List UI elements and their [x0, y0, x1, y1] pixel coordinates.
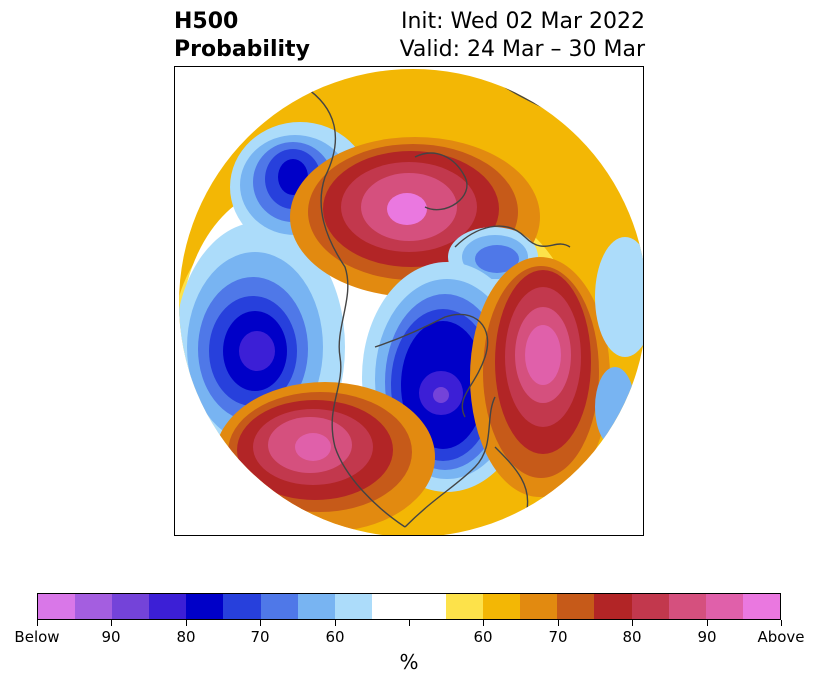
colorbar-segment	[483, 594, 521, 619]
colorbar-tick-label: 80	[622, 628, 642, 646]
colorbar-tick	[558, 620, 559, 626]
colorbar-tick-label: 70	[250, 628, 270, 646]
title-variable: H500	[174, 9, 239, 34]
colorbar-tick	[37, 620, 38, 626]
colorbar-segment	[705, 594, 743, 619]
colorbar-segment	[112, 594, 150, 619]
title-left: H500 Probability	[174, 8, 310, 64]
colorbar-tick-label: Below	[14, 628, 60, 646]
title-type: Probability	[174, 37, 310, 62]
colorbar-tick	[260, 620, 261, 626]
colorbar-segment	[594, 594, 632, 619]
colorbar-segment	[742, 594, 780, 619]
map-panel	[174, 66, 644, 536]
colorbar-segment	[631, 594, 669, 619]
colorbar-segment	[668, 594, 706, 619]
colorbar-segment	[75, 594, 113, 619]
colorbar-segment	[149, 594, 187, 619]
colorbar-segment	[223, 594, 261, 619]
low-east-sliver	[595, 237, 643, 357]
colorbar-tick	[632, 620, 633, 626]
colorbar-segment	[334, 594, 372, 619]
title-right: Init: Wed 02 Mar 2022 Valid: 24 Mar – 30…	[400, 8, 645, 64]
colorbar-segment	[371, 594, 409, 619]
colorbar-unit: %	[399, 650, 419, 674]
colorbar-tick	[707, 620, 708, 626]
colorbar-tick	[335, 620, 336, 626]
colorbar-tick	[186, 620, 187, 626]
colorbar-tick-label: 60	[473, 628, 493, 646]
colorbar-segment	[186, 594, 224, 619]
colorbar-tick-label: Above	[757, 628, 805, 646]
colorbar-segment	[408, 594, 447, 619]
colorbar-tick	[483, 620, 484, 626]
colorbar-tick-label: 60	[325, 628, 345, 646]
high-atlantic	[470, 257, 610, 497]
colorbar-tick-label: 70	[548, 628, 568, 646]
colorbar-segment	[557, 594, 595, 619]
colorbar-segment	[260, 594, 298, 619]
init-date: Init: Wed 02 Mar 2022	[400, 9, 645, 34]
colorbar-segment	[38, 594, 76, 619]
colorbar-tick	[409, 620, 410, 626]
colorbar-tick-label: 90	[697, 628, 717, 646]
colorbar-tick	[111, 620, 112, 626]
colorbar-tick-label: 80	[176, 628, 196, 646]
colorbar-segment	[520, 594, 558, 619]
valid-range: Valid: 24 Mar – 30 Mar	[399, 37, 645, 62]
probability-map	[179, 69, 643, 535]
colorbar-tick	[781, 620, 782, 626]
high-western-north-america	[215, 382, 435, 532]
colorbar	[37, 593, 781, 620]
colorbar-tick-label: 90	[101, 628, 121, 646]
low-east-lower	[595, 367, 635, 447]
colorbar-segment	[297, 594, 335, 619]
colorbar-segment	[446, 594, 484, 619]
